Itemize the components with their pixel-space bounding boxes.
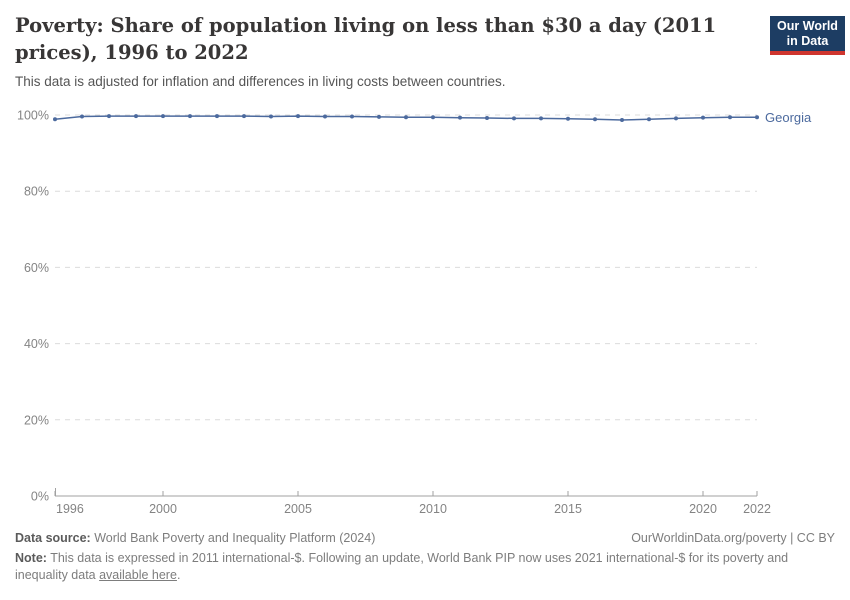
owid-url-license[interactable]: OurWorldinData.org/poverty | CC BY — [631, 531, 835, 545]
data-point-georgia-2014 — [539, 116, 543, 121]
y-axis-tick-label-60: 60% — [24, 261, 49, 275]
x-axis-tick-label-2005: 2005 — [284, 502, 312, 516]
data-point-georgia-1996 — [53, 117, 57, 122]
owid-logo[interactable]: Our World in Data — [770, 16, 845, 55]
data-point-georgia-2018 — [647, 117, 651, 122]
data-point-georgia-1999 — [134, 114, 138, 119]
data-point-georgia-2022 — [755, 115, 759, 120]
data-point-georgia-2002 — [215, 114, 219, 119]
data-point-georgia-2004 — [269, 114, 273, 119]
data-point-georgia-2017 — [620, 117, 624, 122]
x-axis-tick-label-2020: 2020 — [689, 502, 717, 516]
owid-logo-line2: in Data — [786, 34, 829, 48]
y-axis-tick-label-40: 40% — [24, 337, 49, 351]
x-axis-tick-label-2000: 2000 — [149, 502, 177, 516]
data-point-georgia-2007 — [350, 114, 354, 119]
available-here-link[interactable]: available here — [99, 568, 177, 582]
data-point-georgia-2020 — [701, 115, 705, 120]
page-title-line2: prices), 1996 to 2022 — [15, 41, 249, 64]
page-title: Poverty: Share of population living on l… — [15, 12, 716, 66]
y-axis-tick-label-80: 80% — [24, 185, 49, 199]
chart-subtitle: This data is adjusted for inflation and … — [15, 74, 506, 89]
data-point-georgia-1997 — [80, 114, 84, 119]
x-axis-tick-label-2015: 2015 — [554, 502, 582, 516]
chart-footer: Data source: World Bank Poverty and Ineq… — [15, 531, 835, 584]
data-point-georgia-2009 — [404, 115, 408, 120]
y-axis-tick-label-100: 100% — [17, 109, 49, 123]
series-label-georgia[interactable]: Georgia — [765, 110, 812, 125]
data-point-georgia-2005 — [296, 114, 300, 119]
data-source-line: Data source: World Bank Poverty and Ineq… — [15, 531, 375, 545]
note-period: . — [176, 568, 181, 582]
x-axis-tick-label-1996: 1996 — [56, 502, 84, 516]
data-point-georgia-2013 — [512, 116, 516, 121]
data-point-georgia-2015 — [566, 116, 570, 121]
data-point-georgia-2000 — [161, 114, 165, 119]
data-point-georgia-1998 — [107, 114, 111, 119]
data-point-georgia-2012 — [485, 116, 489, 121]
note-label: Note: — [15, 551, 47, 565]
data-point-georgia-2021 — [728, 115, 732, 120]
data-point-georgia-2016 — [593, 117, 597, 122]
owid-logo-line1: Our World — [777, 19, 838, 33]
data-point-georgia-2003 — [242, 114, 246, 119]
data-source-text: World Bank Poverty and Inequality Platfo… — [90, 531, 376, 545]
data-source-label: Data source: — [15, 531, 91, 545]
page-title-line1: Poverty: Share of population living on l… — [15, 14, 717, 37]
data-point-georgia-2001 — [188, 114, 192, 119]
data-point-georgia-2008 — [377, 114, 381, 119]
data-point-georgia-2006 — [323, 114, 327, 119]
data-point-georgia-2011 — [458, 115, 462, 120]
y-axis-tick-label-0: 0% — [31, 490, 49, 504]
data-point-georgia-2019 — [674, 116, 678, 121]
x-axis-tick-label-2010: 2010 — [419, 502, 447, 516]
note-text: This data is expressed in 2011 internati… — [15, 551, 789, 582]
data-point-georgia-2010 — [431, 115, 435, 120]
y-axis-tick-label-20: 20% — [24, 413, 49, 427]
chart-note: Note: This data is expressed in 2011 int… — [15, 550, 830, 584]
x-axis-tick-label-2022: 2022 — [743, 502, 771, 516]
